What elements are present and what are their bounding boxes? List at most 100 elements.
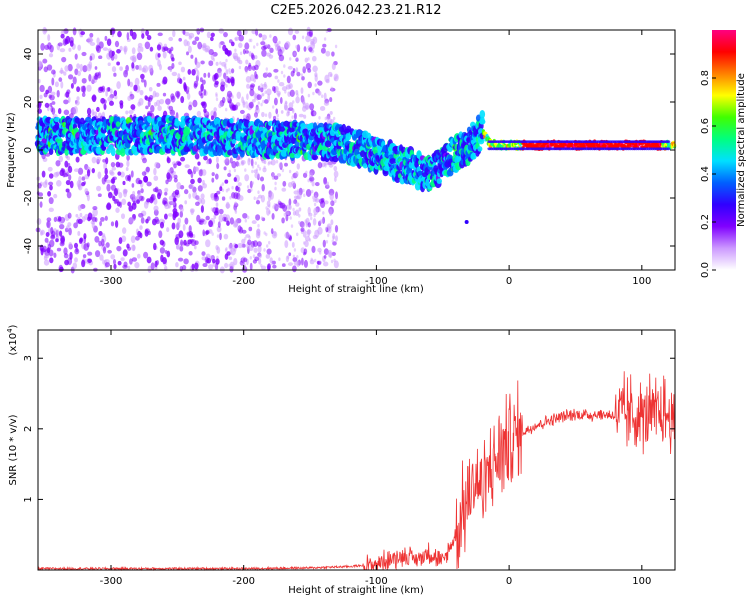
spectrogram-cell: [285, 255, 289, 263]
spectrogram-cell: [211, 232, 214, 236]
spectrogram-cell: [105, 90, 108, 97]
spectrogram-cell: [251, 220, 257, 225]
spectrogram-cell: [225, 84, 228, 88]
spectrogram-cell: [256, 197, 259, 201]
spectrogram-cell: [334, 225, 339, 233]
spectrogram-cell: [162, 50, 167, 59]
spectrogram-cell: [292, 109, 295, 114]
spectrogram-cell: [129, 81, 134, 88]
spectrogram-cell: [251, 181, 255, 185]
spectrogram-cell: [135, 235, 140, 241]
spectrogram-cell: [204, 45, 211, 52]
spectrogram-cell: [86, 84, 92, 92]
spectrogram-cell: [276, 43, 279, 48]
spectrogram-cell: [57, 216, 62, 222]
spectrogram-cell: [296, 93, 299, 97]
spectrogram-cell: [263, 81, 267, 88]
spectrogram-cell: [46, 217, 52, 222]
spectrogram-cell: [331, 239, 334, 243]
x-tick-label: -100: [365, 276, 388, 287]
spectrogram-cell: [257, 232, 261, 236]
spectrogram-cell: [113, 263, 117, 270]
spectrogram-cell: [188, 225, 192, 233]
spectrogram-cell: [140, 46, 144, 52]
spectrogram-cell: [187, 239, 193, 245]
spectrogram-cell: [188, 183, 195, 190]
spectrogram-cell: [200, 193, 205, 200]
spectrogram-cell: [278, 81, 285, 87]
spectrogram-cell: [267, 93, 271, 102]
spectrogram-cell: [295, 67, 299, 73]
spectrogram-cell: [290, 224, 294, 228]
snr-multiplier-base: (x10: [8, 333, 19, 356]
spectrogram-cell: [177, 73, 181, 79]
spectrogram-cell: [322, 211, 325, 215]
spectrogram-cell: [323, 101, 330, 106]
spectrogram-cell: [333, 165, 338, 172]
spectrogram-cell: [104, 35, 108, 41]
spectrogram-cell: [191, 263, 195, 270]
spectrogram-cell: [248, 158, 251, 162]
spectrogram-cell: [302, 188, 305, 193]
spectrogram-cell: [208, 264, 214, 270]
spectrogram-cell: [172, 30, 176, 38]
spectrogram-cell: [310, 257, 313, 262]
spectrogram-cell: [239, 51, 243, 56]
spectrogram-cell: [126, 32, 130, 41]
snr-x-axis-label: Height of straight line (km): [288, 585, 424, 596]
spectrogram-cell: [319, 106, 326, 111]
spectrogram-cell: [246, 185, 250, 189]
spectrogram-cell: [116, 81, 121, 90]
spectrogram-cell: [303, 259, 308, 268]
spectrogram-cell: [69, 180, 74, 189]
spectrogram-cell: [68, 174, 72, 181]
spectrogram-cell: [278, 257, 281, 262]
spectrogram-cell: [257, 245, 262, 253]
spectrogram-cell: [173, 177, 178, 183]
spectrogram-cell: [272, 35, 278, 44]
spectrogram-cell: [56, 89, 60, 98]
spectrogram-cell: [225, 69, 229, 75]
spectrogram-cell: [276, 113, 279, 118]
spectrogram-cell: [37, 60, 43, 68]
spectrogram-cell: [265, 232, 268, 237]
spectrogram-cell: [222, 213, 227, 218]
spectrogram-cell: [271, 213, 275, 220]
spectrogram-cell: [218, 214, 224, 223]
spectrogram-cell: [308, 172, 314, 179]
spectrogram-cell: [227, 49, 231, 57]
spectrogram-cell: [174, 189, 180, 196]
spectrogram-cell: [165, 98, 171, 105]
spectrogram-cell: [309, 103, 315, 111]
spectrogram-cell: [238, 34, 244, 42]
spectrogram-cell: [87, 251, 93, 256]
spectrogram-cell: [83, 243, 89, 251]
spectrogram-cell: [106, 202, 112, 210]
spectrogram-cell: [285, 101, 288, 105]
spectrogram-cell: [122, 180, 126, 186]
spectrogram-cell: [278, 162, 283, 169]
spectrogram-cell: [283, 74, 286, 78]
spectrogram-cell: [328, 162, 334, 168]
spectrogram-cell: [154, 260, 158, 268]
spectrogram-cell: [68, 113, 74, 119]
spectrogram-cell: [166, 157, 171, 164]
colorbar-ticks: 0.0 0.2 0.4 0.6 0.8: [700, 70, 716, 278]
spectrogram-cell: [81, 181, 86, 187]
spectrogram-cell: [127, 265, 131, 270]
spectrogram-cell: [325, 240, 329, 244]
spectrogram-cell: [168, 36, 174, 42]
spectrogram-cell: [302, 224, 305, 228]
spectrogram-cell: [123, 261, 128, 268]
spectrogram-cell: [268, 160, 271, 165]
spectrogram-cell: [234, 210, 238, 214]
spectrogram-cell: [245, 50, 249, 54]
spectrogram-cell: [265, 206, 268, 210]
spectrogram-cell: [294, 209, 300, 216]
spectrogram-cell: [249, 180, 253, 189]
spectrogram-cell: [82, 254, 87, 259]
spectrogram-cell: [212, 57, 215, 62]
spectrogram-cell: [283, 102, 288, 111]
spectrogram-cell: [109, 171, 115, 176]
spectrogram-cell: [228, 243, 234, 250]
